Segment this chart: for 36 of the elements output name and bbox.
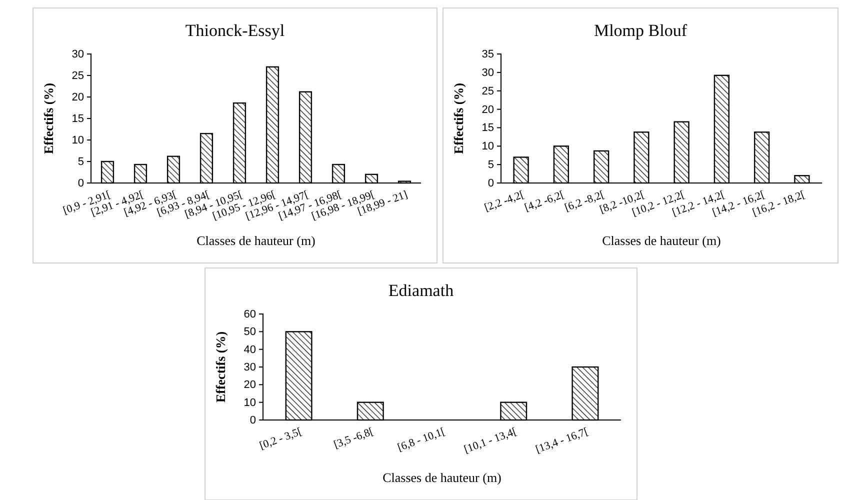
y-tick-label: 30: [72, 48, 84, 61]
x-tick-label: [10,1 - 13,4[: [462, 426, 519, 456]
y-axis-title: Effectifs (%): [451, 82, 466, 154]
x-tick-label: [3,5 -6,8[: [332, 426, 376, 452]
y-tick-label: 10: [244, 396, 256, 409]
y-tick-label: 25: [482, 85, 494, 98]
y-tick-label: 15: [72, 113, 84, 126]
y-tick-label: 60: [244, 308, 256, 321]
y-tick-label: 10: [72, 134, 84, 147]
y-tick-label: 25: [72, 70, 84, 82]
y-tick-label: 20: [482, 104, 494, 116]
x-axis-title: Classes de hauteur (m): [196, 233, 316, 248]
y-tick-label: 35: [482, 48, 494, 61]
x-tick-label: [0,2 - 3,5[: [258, 426, 304, 452]
y-tick-label: 0: [78, 178, 84, 190]
y-tick-label: 30: [482, 66, 494, 79]
y-tick-label: 20: [72, 92, 84, 104]
y-axis-title: Effectifs (%): [213, 331, 228, 403]
y-tick-label: 5: [488, 159, 494, 172]
y-tick-label: 50: [244, 326, 256, 338]
y-tick-label: 30: [244, 362, 256, 374]
y-tick-label: 0: [488, 178, 494, 190]
y-tick-label: 0: [250, 414, 256, 427]
x-axis-title: Classes de hauteur (m): [602, 233, 721, 248]
y-tick-label: 20: [244, 379, 256, 392]
y-tick-label: 10: [482, 140, 494, 153]
y-tick-label: 15: [482, 122, 494, 134]
x-tick-label: [13,4 - 16,7[: [534, 426, 590, 456]
x-tick-label: [6,8 - 10,1[: [396, 426, 448, 454]
chart-title: Ediamath: [388, 281, 454, 300]
chart-title: Thionck-Essyl: [185, 21, 285, 40]
y-tick-label: 5: [78, 156, 84, 168]
y-axis-title: Effectifs (%): [41, 82, 56, 154]
chart-title: Mlomp Blouf: [594, 21, 688, 40]
x-axis-title: Classes de hauteur (m): [382, 470, 502, 485]
y-tick-label: 40: [244, 344, 256, 356]
